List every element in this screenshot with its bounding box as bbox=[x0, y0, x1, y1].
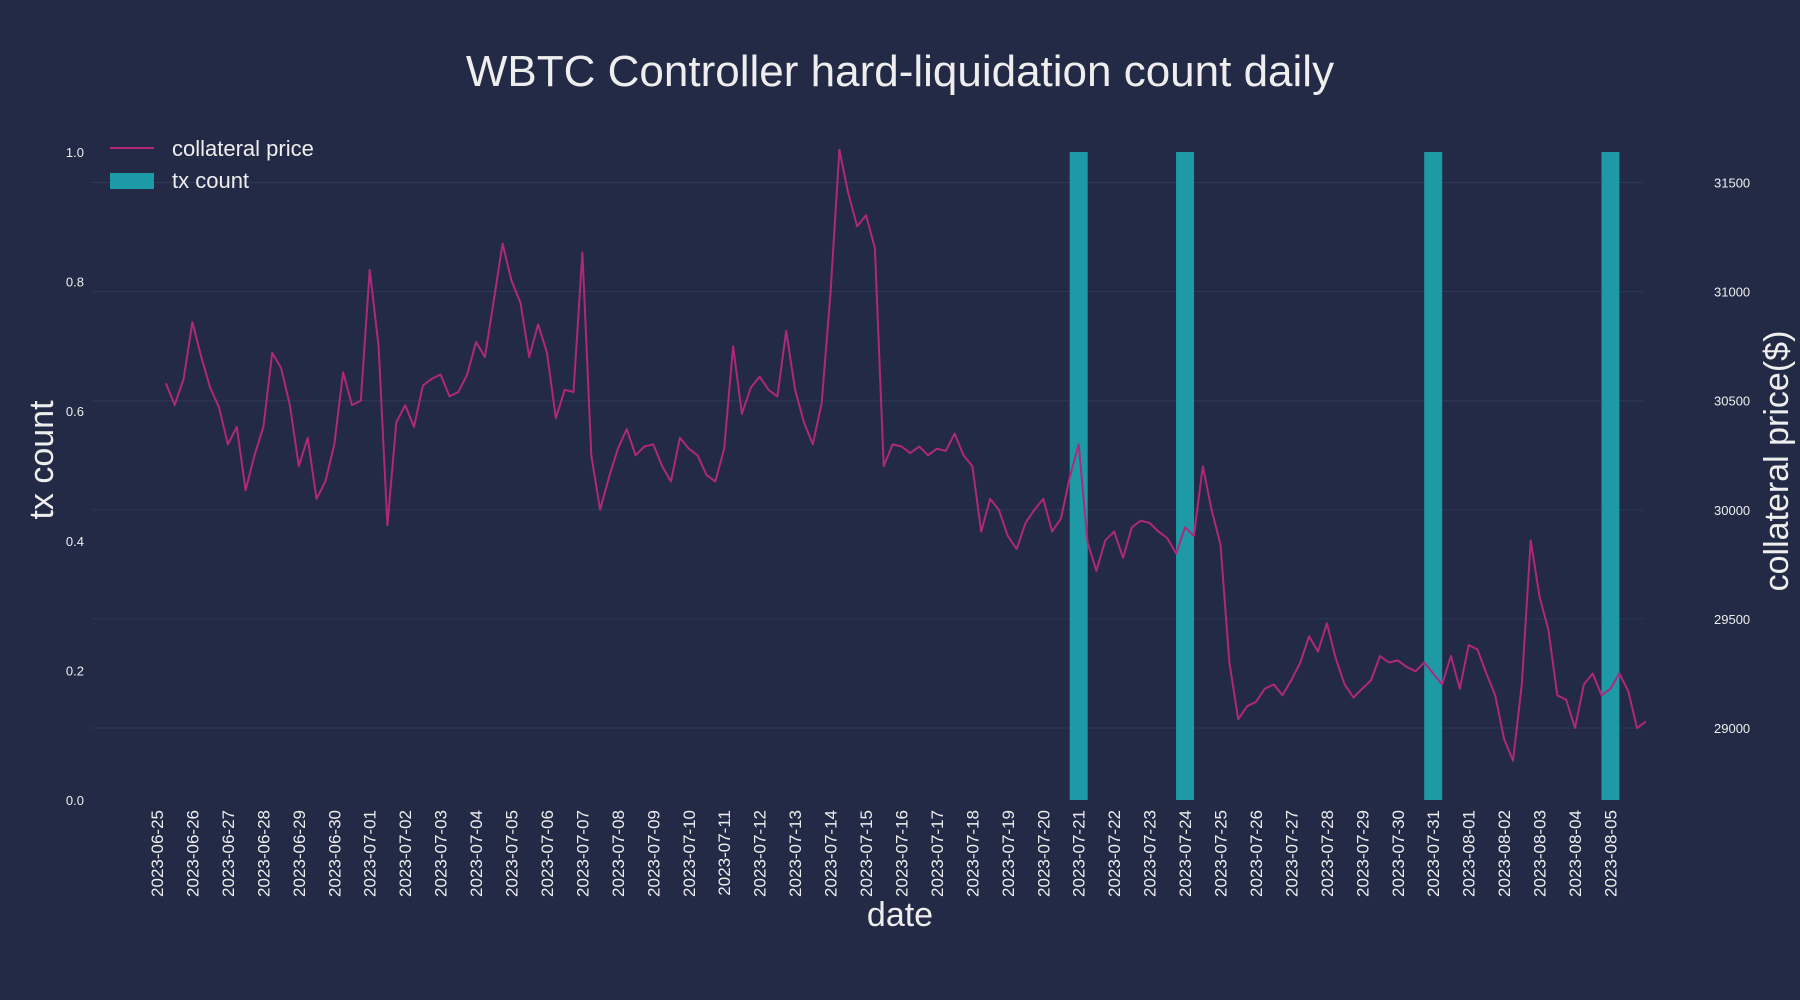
x-axis-ticks: 2023-06-25 2023-06-26 2023-06-27 2023-06-28… bbox=[148, 810, 1621, 897]
x-tick-label: 2023-07-12 bbox=[751, 810, 770, 897]
x-tick-label: 2023-07-16 bbox=[893, 810, 912, 897]
x-tick-label: 2023-07-24 bbox=[1176, 810, 1195, 897]
x-tick-label: 2023-07-05 bbox=[503, 810, 522, 897]
tx-count-bars bbox=[1069, 152, 1620, 800]
left-tick-label: 0.6 bbox=[66, 404, 84, 419]
bar bbox=[1176, 152, 1195, 800]
left-tick-label: 0.2 bbox=[66, 663, 84, 678]
right-axis-label: collateral price($) bbox=[1758, 331, 1796, 592]
chart-title: WBTC Controller hard-liquidation count d… bbox=[466, 47, 1334, 96]
x-tick-label: 2023-07-02 bbox=[396, 810, 415, 897]
x-tick-label: 2023-07-06 bbox=[538, 810, 557, 897]
left-axis-ticks: 0.0 0.2 0.4 0.6 0.8 1.0 bbox=[66, 145, 84, 808]
x-tick-label: 2023-08-02 bbox=[1495, 810, 1514, 897]
legend: collateral price tx count bbox=[110, 136, 314, 193]
left-tick-label: 1.0 bbox=[66, 145, 84, 160]
x-tick-label: 2023-07-31 bbox=[1424, 810, 1443, 897]
x-tick-label: 2023-06-29 bbox=[290, 810, 309, 897]
right-tick-label: 30000 bbox=[1714, 503, 1750, 518]
x-tick-label: 2023-07-09 bbox=[644, 810, 663, 897]
bar bbox=[1069, 152, 1088, 800]
left-tick-label: 0.8 bbox=[66, 275, 84, 290]
left-tick-label: 0.0 bbox=[66, 793, 84, 808]
left-axis-label: tx count bbox=[23, 400, 61, 520]
x-tick-label: 2023-07-03 bbox=[432, 810, 451, 897]
legend-bar-swatch bbox=[110, 173, 154, 189]
x-tick-label: 2023-07-18 bbox=[963, 810, 982, 897]
x-tick-label: 2023-08-01 bbox=[1460, 810, 1479, 897]
right-axis-ticks: 29000 29500 30000 30500 31000 31500 bbox=[1714, 176, 1750, 736]
x-tick-label: 2023-07-07 bbox=[573, 810, 592, 897]
legend-label-collateral-price: collateral price bbox=[172, 136, 314, 161]
right-tick-label: 30500 bbox=[1714, 394, 1750, 409]
x-tick-label: 2023-07-14 bbox=[822, 810, 841, 897]
right-tick-label: 29500 bbox=[1714, 612, 1750, 627]
x-tick-label: 2023-07-10 bbox=[680, 810, 699, 897]
x-tick-label: 2023-07-30 bbox=[1389, 810, 1408, 897]
price-line bbox=[164, 148, 1647, 762]
right-tick-label: 29000 bbox=[1714, 721, 1750, 736]
x-tick-label: 2023-08-04 bbox=[1566, 810, 1585, 897]
collateral-price-series bbox=[164, 148, 1647, 762]
x-tick-label: 2023-06-28 bbox=[254, 810, 273, 897]
x-tick-label: 2023-07-23 bbox=[1141, 810, 1160, 897]
x-tick-label: 2023-07-08 bbox=[609, 810, 628, 897]
x-tick-label: 2023-07-11 bbox=[715, 810, 734, 896]
x-tick-label: 2023-07-17 bbox=[928, 810, 947, 897]
left-tick-label: 0.4 bbox=[66, 534, 84, 549]
x-axis-label: date bbox=[867, 896, 933, 934]
x-tick-label: 2023-07-01 bbox=[361, 810, 380, 897]
x-tick-label: 2023-07-04 bbox=[467, 810, 486, 897]
x-tick-label: 2023-07-29 bbox=[1353, 810, 1372, 897]
x-tick-label: 2023-07-15 bbox=[857, 810, 876, 897]
legend-label-tx-count: tx count bbox=[172, 168, 249, 193]
x-tick-label: 2023-07-19 bbox=[999, 810, 1018, 897]
x-tick-label: 2023-06-27 bbox=[219, 810, 238, 897]
right-tick-label: 31500 bbox=[1714, 176, 1750, 191]
x-tick-label: 2023-06-30 bbox=[325, 810, 344, 897]
x-tick-label: 2023-06-26 bbox=[183, 810, 202, 897]
bar bbox=[1424, 152, 1443, 800]
x-tick-label: 2023-07-25 bbox=[1212, 810, 1231, 897]
x-tick-label: 2023-07-21 bbox=[1070, 810, 1089, 897]
x-tick-label: 2023-08-03 bbox=[1531, 810, 1550, 897]
x-tick-label: 2023-07-20 bbox=[1034, 810, 1053, 897]
x-tick-label: 2023-07-27 bbox=[1282, 810, 1301, 897]
bar bbox=[1601, 152, 1620, 800]
x-tick-label: 2023-06-25 bbox=[148, 810, 167, 897]
x-tick-label: 2023-07-22 bbox=[1105, 810, 1124, 897]
x-tick-label: 2023-08-05 bbox=[1602, 810, 1621, 897]
x-tick-label: 2023-07-28 bbox=[1318, 810, 1337, 897]
x-tick-label: 2023-07-26 bbox=[1247, 810, 1266, 897]
x-tick-label: 2023-07-13 bbox=[786, 810, 805, 897]
right-tick-label: 31000 bbox=[1714, 285, 1750, 300]
